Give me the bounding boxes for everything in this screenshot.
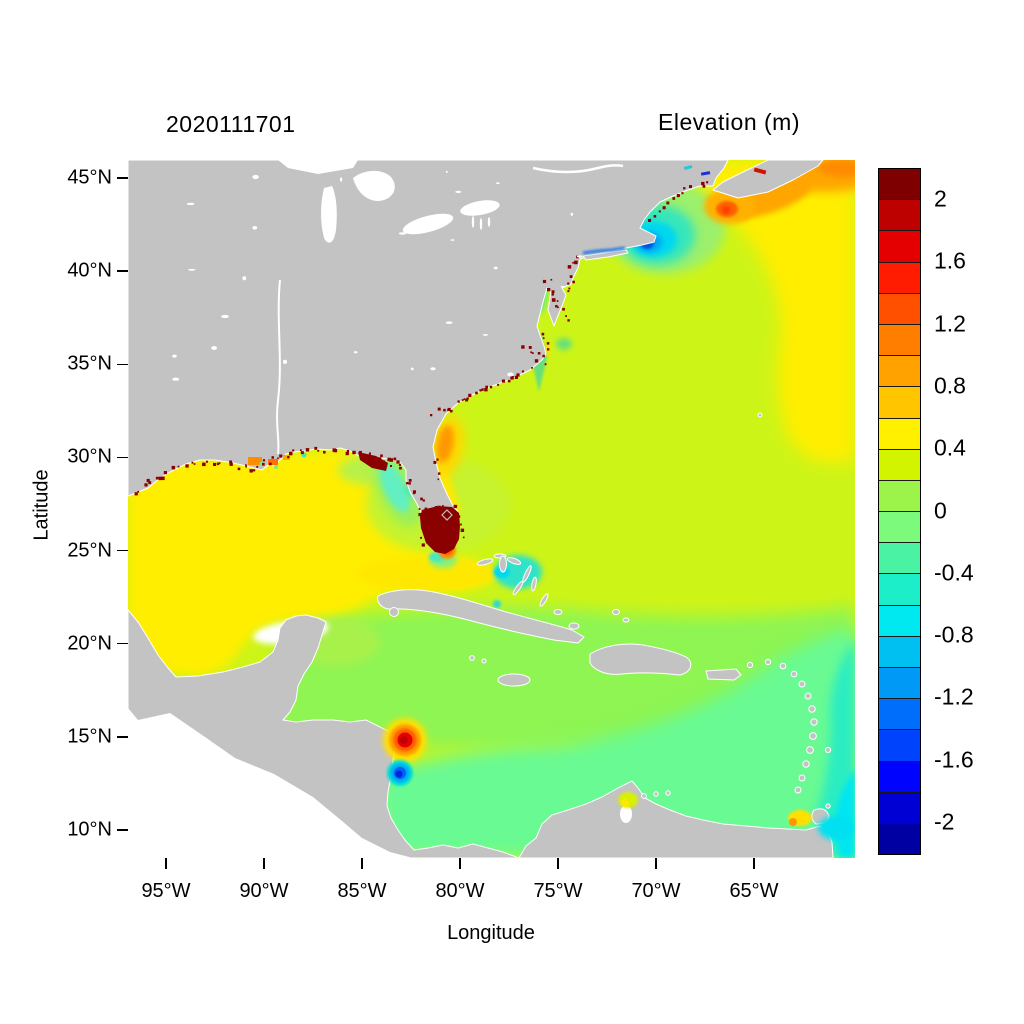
x-axis-title: Longitude [447, 922, 535, 944]
land-bahamas [476, 553, 630, 630]
map-svg [128, 160, 855, 858]
colorbar-block [879, 324, 920, 357]
y-tick-label: 25°N [67, 539, 112, 562]
x-tick-mark [165, 858, 167, 869]
colorbar-block [879, 730, 920, 762]
outside-domain-region [128, 708, 413, 858]
x-tick-label: 85°W [337, 880, 387, 902]
x-tick-mark [263, 858, 265, 869]
y-tick-label: 20°N [67, 632, 112, 655]
colorbar-block [879, 792, 920, 824]
everglades-flood-region [420, 506, 460, 554]
nicaragua-positive-eddy [383, 718, 427, 762]
x-tick-label: 75°W [533, 880, 583, 902]
colorbar-tick-label: 0 [934, 497, 947, 523]
colorbar-block [879, 169, 920, 201]
nicaragua-negative-eddy [387, 760, 413, 786]
colorbar-block [879, 512, 920, 544]
big-bend-flood-patch [358, 452, 388, 471]
colorbar-block [879, 480, 920, 513]
colorbar-tick-label: 0.4 [934, 434, 966, 461]
land-puerto-rico [705, 668, 742, 681]
x-tick-label: 65°W [729, 880, 779, 902]
colorbar-block [879, 636, 920, 668]
x-tick-mark [361, 858, 363, 869]
colorbar-tick-label: 0.8 [934, 372, 966, 399]
land-nova-scotia [712, 160, 824, 199]
y-tick-label: 45°N [67, 166, 112, 189]
anomaly-features [248, 164, 854, 840]
colorbar-block [879, 449, 920, 481]
land-small-islands [469, 412, 831, 809]
colorbar-block [879, 418, 920, 450]
y-tick-mark [117, 363, 128, 366]
x-tick-mark [557, 858, 559, 869]
lakes-and-rivers [276, 160, 632, 823]
colorbar-block [879, 231, 920, 263]
trinidad-area-patches [618, 792, 854, 840]
y-tick-label: 15°N [67, 725, 112, 748]
x-tick-mark [753, 858, 755, 869]
colorbar-block [879, 574, 920, 606]
colorbar-tick-label: -0.4 [934, 559, 974, 586]
colorbar-block [879, 387, 920, 419]
colorbar-tick-label: -2 [934, 808, 955, 835]
colorbar-block [879, 200, 920, 232]
x-tick-mark [459, 858, 461, 869]
land-lesser-antilles [746, 658, 832, 794]
colorbar-tick-label: 1.2 [934, 310, 966, 337]
y-axis-title: Latitude [30, 469, 53, 541]
y-tick-label: 30°N [67, 445, 112, 468]
y-tick-mark [117, 829, 128, 831]
y-tick-label: 10°N [67, 818, 112, 841]
colorbar-block [879, 699, 920, 731]
colorbar-block [879, 668, 920, 700]
y-tick-mark [117, 270, 128, 272]
colorbar-tick-label: 2 [934, 185, 947, 212]
colorbar-block [879, 761, 920, 793]
colorbar-block [879, 293, 920, 325]
x-tick-label: 95°W [141, 880, 191, 902]
long-island-sound [582, 246, 626, 255]
colorbar-tick-label: -1.6 [934, 746, 974, 773]
y-tick-label: 40°N [67, 259, 112, 282]
land-isla-juventud [389, 607, 399, 617]
y-tick-mark [117, 456, 128, 459]
x-tick-label: 70°W [631, 880, 681, 902]
x-tick-label: 90°W [239, 880, 289, 902]
land-north-america [128, 160, 729, 555]
colorbar-block [879, 262, 920, 294]
lake-okeechobee [441, 509, 453, 521]
colorbar-tick-label: -1.2 [934, 683, 974, 710]
colorbar-block [879, 605, 920, 637]
colorbar-block [879, 823, 920, 855]
colorbar-block [879, 356, 920, 388]
y-tick-mark [117, 549, 128, 552]
y-tick-mark [117, 177, 128, 179]
x-tick-label: 80°W [435, 880, 485, 902]
y-tick-mark [117, 642, 128, 645]
colorbar-block [879, 543, 920, 575]
colorbar-tick-label: -0.8 [934, 621, 974, 648]
coastal-flood-speckles [134, 170, 709, 547]
land-long-island [582, 249, 629, 261]
land-jamaica [497, 673, 531, 687]
land-hispaniola [589, 643, 692, 676]
colorbar-title: Elevation (m) [658, 109, 800, 135]
y-tick-label: 35°N [67, 352, 112, 375]
colorbar [878, 168, 921, 855]
timestamp-title: 2020111701 [166, 111, 296, 137]
y-tick-mark [117, 736, 128, 738]
land-south-america [518, 780, 834, 858]
x-tick-mark [655, 858, 657, 869]
colorbar-tick-label: 1.6 [934, 247, 966, 274]
